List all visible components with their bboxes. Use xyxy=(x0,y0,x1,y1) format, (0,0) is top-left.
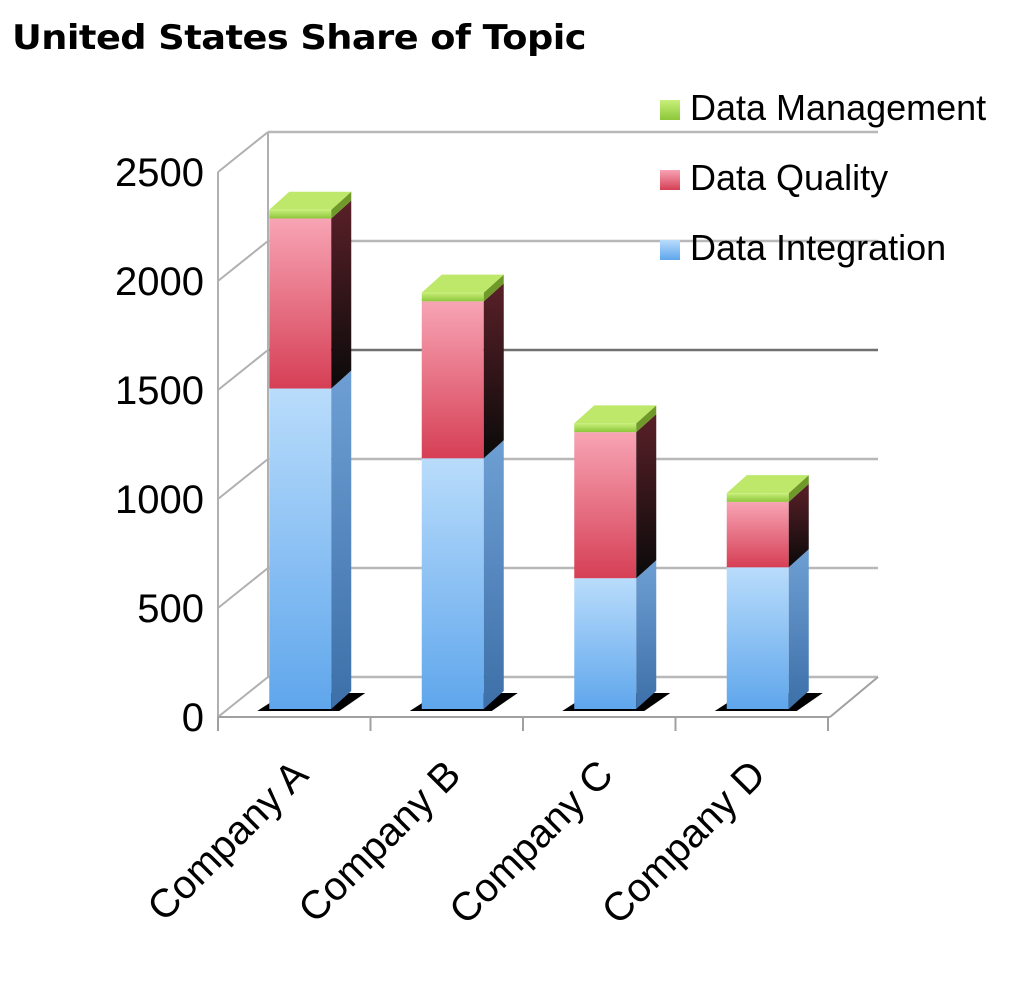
chart-title: United States Share of Topic xyxy=(12,18,587,58)
legend-label: Data Integration xyxy=(690,227,946,268)
bar-data-integration xyxy=(269,388,332,709)
y-tick-label: 1500 xyxy=(115,369,204,413)
bar-side xyxy=(788,549,809,709)
legend-swatch xyxy=(660,170,680,190)
bar-data-quality xyxy=(574,432,637,579)
gridline-depth xyxy=(217,458,269,500)
bar-side xyxy=(331,370,352,709)
legend-swatch xyxy=(660,240,680,260)
gridline-depth xyxy=(217,349,269,391)
bar-top xyxy=(726,475,809,494)
bar-data-management xyxy=(574,423,637,433)
legend-label: Data Quality xyxy=(690,157,888,198)
bar-data-management xyxy=(726,493,789,502)
gridline-depth xyxy=(217,567,269,609)
x-tick-label: Company C xyxy=(441,752,621,932)
bar-top xyxy=(421,274,504,293)
legend-swatch xyxy=(660,100,680,120)
bar-side xyxy=(788,483,809,568)
y-tick-label: 2000 xyxy=(115,260,204,304)
bar-data-quality xyxy=(726,501,789,568)
y-tick-label: 1000 xyxy=(115,478,204,522)
bar-data-management xyxy=(269,209,332,219)
y-tick-label: 2500 xyxy=(115,151,204,195)
gridline-depth xyxy=(217,131,269,173)
bar-side xyxy=(636,560,657,709)
bar-data-integration xyxy=(726,567,789,709)
bar-side xyxy=(483,274,504,302)
bar-data-integration xyxy=(421,458,484,709)
gridline-depth xyxy=(217,676,269,718)
bar-top xyxy=(574,405,657,424)
bar-side xyxy=(636,414,657,579)
bar-data-integration xyxy=(574,578,637,709)
x-tick-label: Company B xyxy=(290,752,469,931)
bar-data-quality xyxy=(269,218,332,389)
bar-data-quality xyxy=(421,301,484,459)
gridline-depth xyxy=(217,240,269,282)
y-tick-label: 500 xyxy=(137,587,204,631)
x-tick-label: Company D xyxy=(594,752,774,932)
bar-top xyxy=(269,191,352,210)
bar-side xyxy=(788,475,809,502)
bar-side xyxy=(331,191,352,219)
floor-edge xyxy=(829,676,879,718)
bar-side xyxy=(483,283,504,459)
bar-side xyxy=(331,200,352,389)
bar-side xyxy=(483,440,504,709)
bar-data-management xyxy=(421,292,484,302)
legend-label: Data Management xyxy=(690,87,986,128)
x-tick-label: Company A xyxy=(139,752,317,930)
bar-side xyxy=(636,405,657,433)
y-tick-label: 0 xyxy=(182,696,204,740)
